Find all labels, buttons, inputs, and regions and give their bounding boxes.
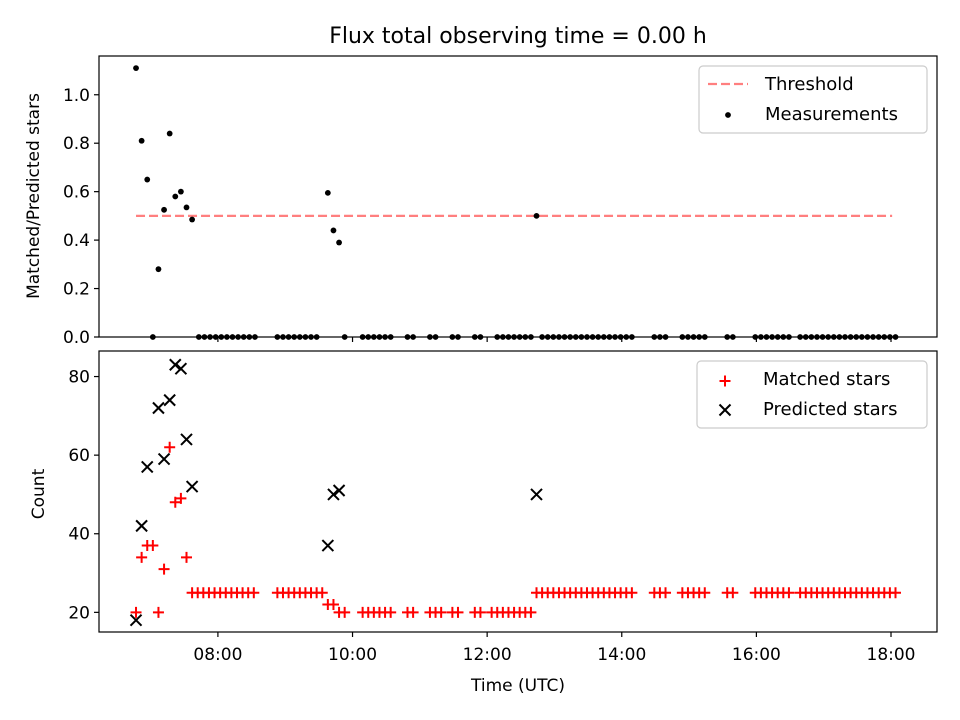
chart-title: Flux total observing time = 0.00 h: [329, 24, 707, 49]
y-tick-label: 0.6: [63, 183, 90, 203]
legend-predicted-swatch: [718, 403, 732, 417]
predicted-stars-point: [152, 401, 165, 415]
predicted-stars-point: [180, 433, 193, 446]
measurement-point: [324, 189, 331, 196]
matched-stars-point: [435, 606, 447, 618]
measurement-point: [155, 266, 162, 273]
measurement-point: [330, 227, 337, 234]
x-tick-label: 10:00: [328, 645, 377, 665]
legend-label-predicted: Predicted stars: [763, 399, 897, 420]
predicted-stars-point: [327, 488, 340, 501]
predicted-stars-point: [157, 452, 171, 466]
predicted-stars-point: [321, 539, 335, 552]
x-tick-label: 12:00: [463, 645, 512, 665]
matched-stars-point: [316, 587, 328, 599]
y-tick-label: 80: [68, 368, 90, 388]
matched-stars-point: [783, 587, 795, 599]
legend-matched-swatch: [719, 375, 731, 387]
y-tick-label: 1.0: [63, 86, 90, 106]
measurement-point: [133, 65, 139, 72]
predicted-stars-point: [169, 358, 182, 371]
top-plot-area: [133, 65, 899, 340]
matched-stars-point: [889, 587, 901, 599]
matched-stars-point: [385, 606, 397, 618]
predicted-stars-point: [332, 484, 346, 497]
measurement-point: [183, 204, 190, 211]
predicted-stars-point: [530, 488, 543, 501]
measurement-point: [138, 137, 145, 144]
y-tick-label: 0.8: [63, 134, 90, 154]
predicted-stars-point: [185, 480, 199, 493]
bottom-plot-area: [129, 358, 901, 627]
matched-stars-point: [130, 606, 142, 618]
measurement-point: [161, 206, 167, 213]
x-tick-label: 08:00: [193, 645, 242, 665]
matched-stars-point: [147, 540, 159, 552]
top-legend-box: [698, 65, 928, 134]
matched-stars-point: [181, 551, 193, 563]
measurement-point: [177, 188, 184, 195]
matched-stars-point: [169, 496, 181, 508]
matched-stars-point: [152, 606, 164, 618]
y-tick-label: 40: [68, 525, 90, 545]
legend-label-threshold: Threshold: [764, 74, 854, 95]
predicted-stars-point: [163, 393, 176, 407]
matched-stars-point: [407, 606, 419, 618]
legend-label-matched: Matched stars: [763, 369, 890, 390]
predicted-stars-point: [129, 614, 143, 627]
y-tick-label: 20: [68, 603, 90, 623]
matched-stars-point: [175, 492, 187, 504]
x-tick-label: 14:00: [597, 645, 646, 665]
measurement-point: [533, 212, 540, 219]
matched-stars-point: [164, 441, 176, 453]
matched-stars-point: [158, 563, 170, 575]
measurement-point: [166, 130, 173, 137]
axes: 0.0 0.2 0.4 0.6 0.8 1.0 20 40 60 80 08:00 10:00 12:0…: [63, 55, 938, 665]
measurement-point: [144, 176, 151, 183]
matched-stars-point: [452, 606, 464, 618]
predicted-stars-point: [135, 519, 148, 533]
measurement-point: [336, 239, 342, 246]
matched-stars-point: [525, 606, 537, 618]
matched-stars-point: [136, 551, 148, 563]
matched-stars-point: [699, 587, 711, 599]
y-tick-label: 0.4: [63, 231, 90, 251]
legends: Threshold Measurements Matched stars Predic…: [696, 65, 928, 429]
bottom-y-axis-label: Count: [29, 468, 49, 519]
x-tick-label: 16:00: [732, 645, 781, 665]
bottom-axes-frame: [98, 350, 938, 633]
x-tick-label: 18:00: [867, 645, 916, 665]
matched-stars-point: [248, 587, 260, 599]
measurement-point: [172, 193, 179, 200]
matched-stars-point: [626, 587, 638, 599]
top-y-axis-label: Matched/Predicted stars: [24, 93, 44, 299]
matched-stars-point: [660, 587, 672, 599]
matched-stars-point: [727, 587, 739, 599]
matched-stars-point: [327, 598, 339, 610]
matched-stars-point: [474, 606, 486, 618]
legend-measurements-swatch: [725, 112, 731, 118]
top-axes-frame: [98, 55, 938, 338]
bottom-legend-box: [696, 360, 928, 429]
measurement-point: [189, 216, 196, 223]
y-tick-label: 0.2: [63, 280, 90, 300]
y-tick-label: 60: [68, 446, 90, 466]
x-axis-label: Time (UTC): [470, 676, 565, 696]
legend-label-measurements: Measurements: [765, 104, 898, 125]
matched-stars-point: [339, 606, 351, 618]
y-tick-label: 0.0: [63, 328, 90, 348]
predicted-stars-point: [141, 460, 154, 474]
predicted-stars-point: [174, 362, 188, 375]
